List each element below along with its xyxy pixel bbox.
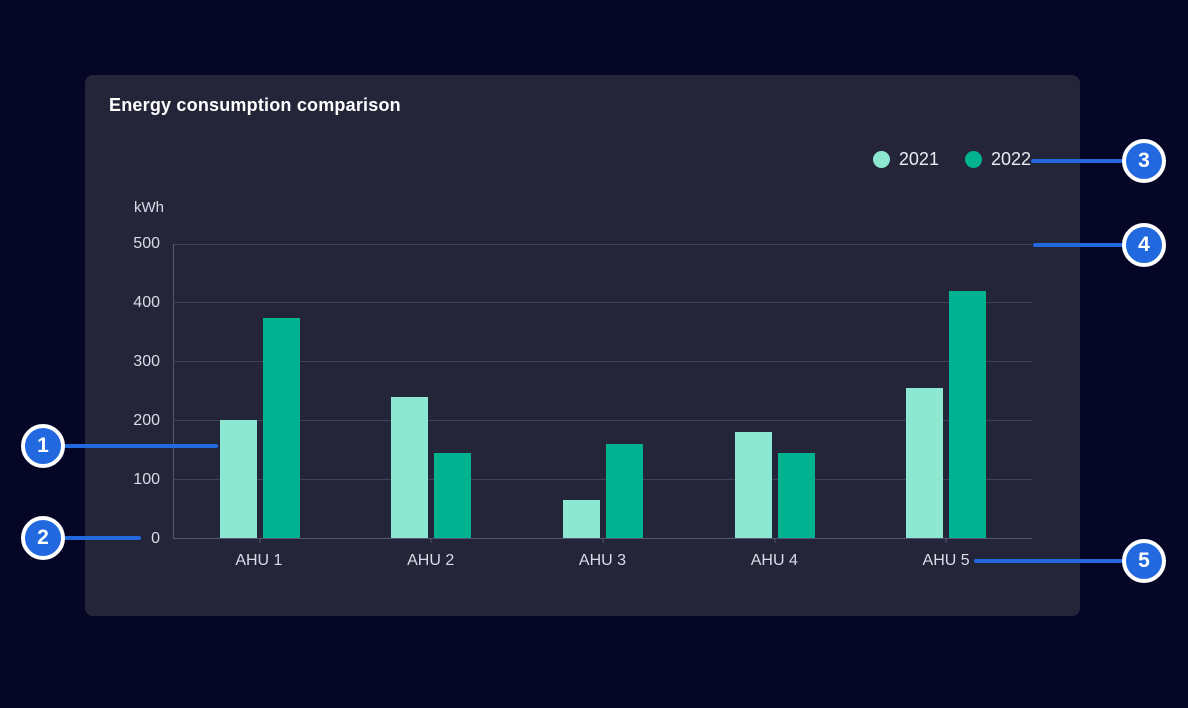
callout-line-4 xyxy=(1033,243,1123,247)
callout-number: 3 xyxy=(1138,149,1150,172)
bar-2021-ahu-2 xyxy=(391,396,429,538)
x-tick-ahu-5 xyxy=(945,539,947,543)
callout-line-2 xyxy=(63,536,141,540)
chart-card: Energy consumption comparison 2021 2022 k… xyxy=(85,75,1080,616)
callout-number: 2 xyxy=(37,526,49,549)
gridline-200 xyxy=(174,419,1032,421)
y-tick-label-0: 0 xyxy=(151,530,160,547)
x-axis-label-ahu-5: AHU 5 xyxy=(922,552,970,569)
callout-number: 4 xyxy=(1138,233,1150,256)
gridline-500 xyxy=(174,243,1032,245)
bar-2022-ahu-3 xyxy=(605,443,643,538)
chart-title: Energy consumption comparison xyxy=(109,95,401,115)
legend-item-2022[interactable]: 2022 xyxy=(964,148,1031,170)
x-tick-ahu-4 xyxy=(774,539,776,543)
chart-legend: 2021 2022 xyxy=(872,147,1031,171)
x-axis-label-ahu-1: AHU 1 xyxy=(235,552,283,569)
callout-number: 5 xyxy=(1138,549,1150,572)
callout-badge-2: 2 xyxy=(21,516,65,560)
bar-group-ahu-5 xyxy=(860,244,1032,538)
x-tick-ahu-2 xyxy=(430,539,432,543)
legend-label: 2021 xyxy=(898,148,939,169)
callout-badge-5: 5 xyxy=(1122,539,1166,583)
legend-item-2021[interactable]: 2021 xyxy=(872,148,939,170)
y-tick-label-100: 100 xyxy=(133,471,160,488)
y-axis-unit-label: kWh xyxy=(134,199,164,216)
callout-number: 1 xyxy=(37,434,49,457)
bar-2021-ahu-5 xyxy=(906,388,944,538)
x-axis-label-ahu-3: AHU 3 xyxy=(578,552,627,569)
x-axis-labels: AHU 1 AHU 2 AHU 3 AHU 4 AHU 5 xyxy=(173,552,1032,572)
gridline-100 xyxy=(174,478,1032,480)
y-axis-tick-labels: 0 100 200 300 400 500 xyxy=(100,235,160,547)
x-tick-ahu-3 xyxy=(602,539,604,543)
bar-group-ahu-2 xyxy=(346,244,518,538)
legend-label: 2022 xyxy=(990,148,1031,169)
bar-2021-ahu-1 xyxy=(219,420,257,538)
bar-2022-ahu-5 xyxy=(949,291,987,538)
y-tick-label-200: 200 xyxy=(133,412,160,429)
y-tick-label-400: 400 xyxy=(133,294,160,311)
x-tick-ahu-1 xyxy=(259,539,261,543)
x-axis-label-ahu-2: AHU 2 xyxy=(407,552,455,569)
bar-2022-ahu-4 xyxy=(777,452,815,538)
bar-group-ahu-1 xyxy=(174,244,346,538)
callout-badge-1: 1 xyxy=(21,424,65,468)
callout-badge-3: 3 xyxy=(1122,139,1166,183)
bar-2021-ahu-3 xyxy=(562,499,600,538)
callout-line-3 xyxy=(1031,159,1123,163)
callout-line-5 xyxy=(974,559,1123,563)
y-tick-label-300: 300 xyxy=(133,353,160,370)
bar-group-ahu-4 xyxy=(689,244,861,538)
bar-2022-ahu-1 xyxy=(262,317,300,538)
callout-line-1 xyxy=(63,444,218,448)
plot-area xyxy=(173,243,1032,543)
gridline-300 xyxy=(174,361,1032,363)
legend-dot-2021 xyxy=(872,150,890,168)
bar-2022-ahu-2 xyxy=(434,452,472,538)
gridline-400 xyxy=(174,302,1032,304)
bar-group-ahu-3 xyxy=(517,244,689,538)
y-tick-label-500: 500 xyxy=(133,235,160,252)
bar-2021-ahu-4 xyxy=(734,432,772,538)
legend-dot-2022 xyxy=(964,150,982,168)
bar-series-container xyxy=(174,244,1032,538)
x-axis-label-ahu-4: AHU 4 xyxy=(750,552,798,569)
callout-badge-4: 4 xyxy=(1122,223,1166,267)
